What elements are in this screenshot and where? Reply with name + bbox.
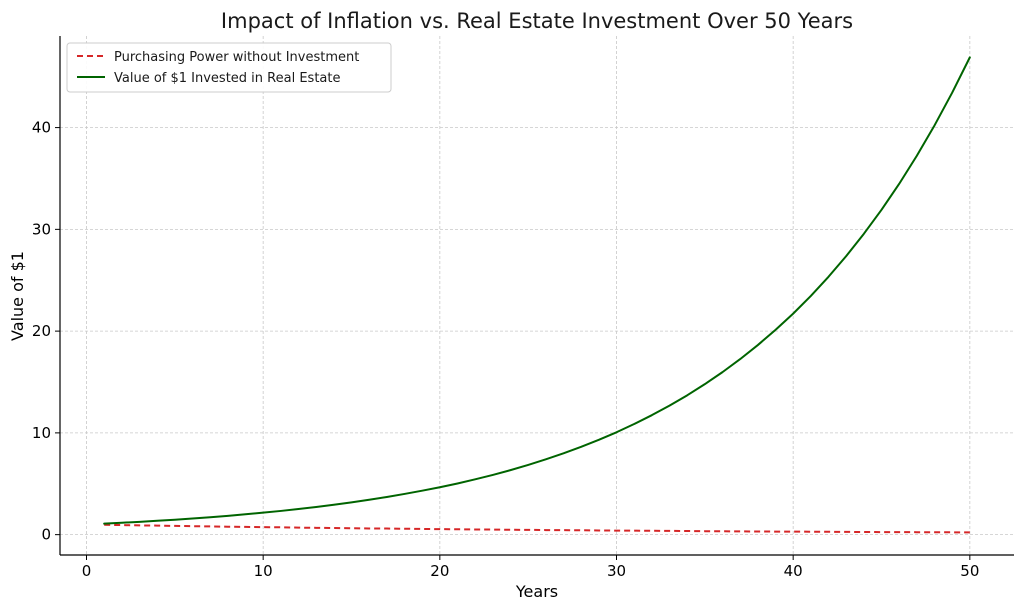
series-layer xyxy=(103,56,971,534)
y-tick-label-20: 20 xyxy=(32,322,51,340)
legend-label-real-estate: Value of $1 Invested in Real Estate xyxy=(114,71,340,86)
x-axis-title: Years xyxy=(515,582,558,601)
x-tick-label-0: 0 xyxy=(82,562,92,580)
x-tick-label-10: 10 xyxy=(254,562,273,580)
x-tick-label-40: 40 xyxy=(784,562,803,580)
y-ticks: 0 10 20 30 40 xyxy=(32,119,60,544)
y-tick-label-10: 10 xyxy=(32,424,51,442)
grid xyxy=(60,36,1014,555)
x-ticks: 0 10 20 30 40 50 xyxy=(82,555,979,580)
axes xyxy=(59,36,1014,556)
x-tick-label-50: 50 xyxy=(960,562,979,580)
y-tick-label-0: 0 xyxy=(41,526,51,544)
series-line-purchasing-power xyxy=(104,523,970,534)
legend-box xyxy=(66,42,392,93)
legend: Purchasing Power without Investment Valu… xyxy=(66,42,392,93)
y-tick-label-40: 40 xyxy=(32,119,51,137)
chart-title: Impact of Inflation vs. Real Estate Inve… xyxy=(221,9,853,33)
y-axis-title: Value of $1 xyxy=(8,251,27,341)
legend-label-purchasing-power: Purchasing Power without Investment xyxy=(114,50,359,65)
x-tick-label-30: 30 xyxy=(607,562,626,580)
x-tick-label-20: 20 xyxy=(430,562,449,580)
series-line-real-estate xyxy=(103,56,971,525)
y-tick-label-30: 30 xyxy=(32,220,51,238)
